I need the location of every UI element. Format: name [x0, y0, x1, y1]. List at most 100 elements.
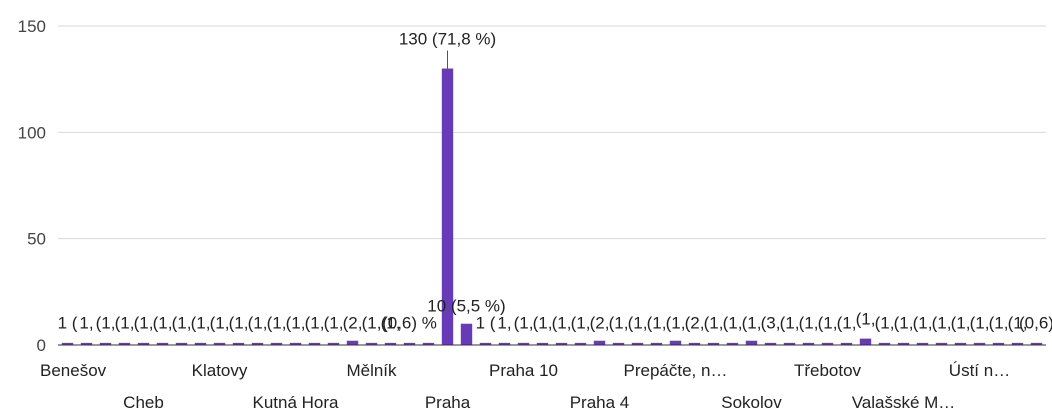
bar	[270, 342, 283, 345]
bar	[441, 68, 454, 346]
data-label: (2,	[590, 313, 610, 332]
data-label: 1,	[497, 313, 511, 332]
data-label: (1,	[780, 313, 800, 332]
bar	[878, 342, 891, 345]
data-label: (2,	[343, 313, 363, 332]
data-label: (1,	[723, 313, 743, 332]
data-label: (1,	[571, 313, 591, 332]
y-tick-label: 150	[18, 17, 46, 36]
data-label: (1,	[533, 313, 553, 332]
grid-lines	[58, 25, 1046, 240]
bar	[574, 342, 587, 345]
data-label: (1,	[362, 313, 382, 332]
data-label: (1,	[666, 313, 686, 332]
data-label: (1,	[951, 313, 971, 332]
data-label: (1,	[115, 313, 135, 332]
data-label: (1,	[742, 313, 762, 332]
x-tick-label: Valašské M…	[852, 393, 956, 410]
data-label: (1,	[514, 313, 534, 332]
bar	[384, 342, 397, 345]
data-label: (1,	[1008, 313, 1028, 332]
bar	[99, 342, 112, 345]
x-tick-label: Sokolov	[721, 393, 782, 410]
data-label: (1,	[305, 313, 325, 332]
data-label: (1,	[248, 313, 268, 332]
bar	[669, 340, 682, 345]
bar	[1030, 342, 1043, 345]
bar	[688, 342, 701, 345]
data-label: (1,	[267, 313, 287, 332]
data-label: (1,	[799, 313, 819, 332]
data-label: 10 (5,5 %)	[427, 297, 505, 316]
bars	[61, 68, 1043, 346]
data-labels: 1 (1, (1, (1, (1, (1, (1, (1, (1, (1, (1, (1, (1, (1…	[58, 30, 1052, 333]
bar	[802, 342, 815, 345]
bar	[156, 342, 169, 345]
data-label: (1,	[628, 313, 648, 332]
data-label: (1,	[172, 313, 192, 332]
data-label: (1,	[324, 313, 344, 332]
data-label: (1,	[894, 313, 914, 332]
x-tick-label: Prepáčte, n…	[624, 361, 728, 380]
data-label: (1,	[96, 313, 116, 332]
x-tick-label: Praha 4	[570, 393, 630, 410]
bar	[631, 342, 644, 345]
bar	[783, 342, 796, 345]
bar	[764, 342, 777, 345]
data-label: 130 (71,8 %)	[399, 30, 496, 49]
data-label: (1,	[191, 313, 211, 332]
data-label: (1,	[153, 313, 173, 332]
data-label: (2,	[685, 313, 705, 332]
x-axis-labels: Benešov Cheb Klatovy Kutná Hora Mělník Praha P…	[40, 361, 1010, 410]
data-label: (1,	[837, 313, 857, 332]
bar	[118, 342, 131, 345]
data-label: 1,	[79, 313, 93, 332]
bar	[137, 342, 150, 345]
bar	[289, 342, 302, 345]
y-axis-ticks: 0 50 100 150	[18, 17, 46, 355]
bar	[308, 342, 321, 345]
y-tick-label: 100	[18, 123, 46, 142]
bar	[916, 342, 929, 345]
bar	[346, 340, 359, 345]
x-tick-label: Praha 10	[489, 361, 558, 380]
data-label: (1,	[989, 313, 1009, 332]
bar	[707, 342, 720, 345]
x-tick-label: Kutná Hora	[253, 393, 340, 410]
x-tick-label: Cheb	[123, 393, 164, 410]
data-label: (1,	[875, 313, 895, 332]
bar	[536, 342, 549, 345]
bar	[859, 338, 872, 345]
bar	[954, 342, 967, 345]
data-label: 1 (	[476, 313, 496, 332]
bar	[175, 342, 188, 345]
bar	[840, 342, 853, 345]
bar	[80, 342, 93, 345]
bar	[498, 342, 511, 345]
bar	[61, 342, 74, 345]
bar	[612, 342, 625, 345]
data-label: (1,	[913, 313, 933, 332]
bar	[194, 342, 207, 345]
bar	[821, 342, 834, 345]
bar	[973, 342, 986, 345]
data-label: (1,	[818, 313, 838, 332]
x-tick-label: Praha	[425, 393, 471, 410]
bar	[593, 340, 606, 345]
data-label: (1,	[704, 313, 724, 332]
data-label: (1,	[552, 313, 572, 332]
x-tick-label: Benešov	[40, 361, 107, 380]
data-label: 1 (	[58, 313, 78, 332]
bar	[365, 342, 378, 345]
bar	[650, 342, 663, 345]
bar	[726, 342, 739, 345]
bar	[745, 340, 758, 345]
data-label: (1,	[856, 309, 876, 328]
bar	[517, 342, 530, 345]
x-tick-label: Mělník	[346, 361, 397, 380]
bar	[232, 342, 245, 345]
bar	[213, 342, 226, 345]
data-label: (1,	[286, 313, 306, 332]
data-label: (0,6) %	[382, 313, 437, 332]
